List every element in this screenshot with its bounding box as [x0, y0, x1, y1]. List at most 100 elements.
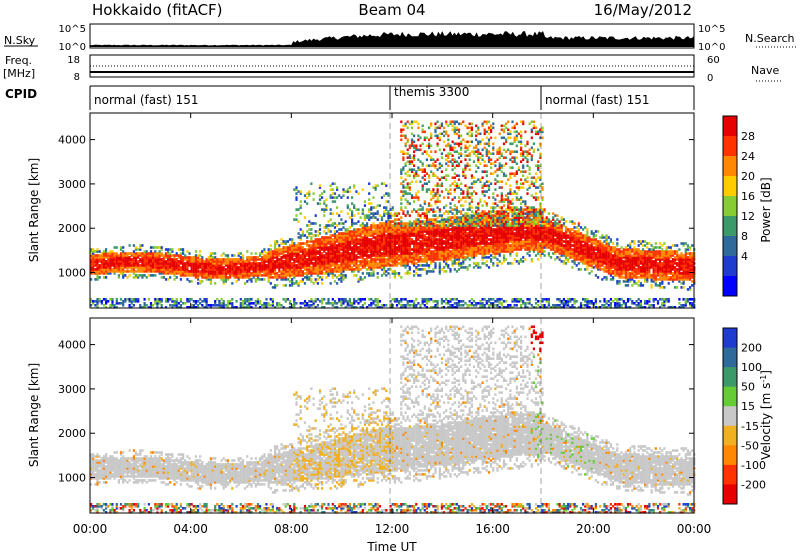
- power-cell: [499, 298, 501, 301]
- power-cell: [501, 137, 503, 140]
- power-cell: [439, 214, 441, 217]
- power-cell: [488, 184, 490, 187]
- nsky-strip: N.Sky 10^5 10^0 10^5 10^0 N.Search: [4, 24, 796, 53]
- power-cell: [503, 210, 505, 213]
- power-cell: [467, 304, 469, 307]
- power-cell: [447, 143, 449, 146]
- power-cell: [413, 145, 415, 148]
- power-cell: [368, 260, 370, 263]
- power-cell: [437, 206, 439, 209]
- power-cell: [355, 222, 357, 225]
- power-cell: [471, 206, 473, 209]
- power-cell: [494, 228, 496, 231]
- power-cell: [330, 212, 332, 215]
- power-cell: [206, 258, 208, 261]
- power-cell: [306, 224, 308, 227]
- power-cell: [293, 242, 295, 245]
- power-cell: [141, 244, 143, 247]
- power-cell: [270, 298, 272, 301]
- power-cell: [133, 276, 135, 279]
- station-title: Hokkaido (fitACF): [92, 1, 223, 19]
- power-cell: [439, 149, 441, 152]
- power-cell: [171, 298, 173, 301]
- power-cell: [477, 149, 479, 152]
- power-cell: [126, 298, 128, 301]
- power-cell: [383, 206, 385, 209]
- power-cell: [437, 121, 439, 124]
- power-cell: [452, 304, 454, 307]
- power-cell: [293, 298, 295, 301]
- power-cell: [484, 121, 486, 124]
- power-cell: [494, 160, 496, 163]
- power-cell: [375, 184, 377, 187]
- power-cell: [505, 127, 507, 130]
- power-cell: [432, 214, 434, 217]
- power-cell: [422, 168, 424, 171]
- power-cell: [437, 135, 439, 138]
- power-cell: [375, 206, 377, 209]
- power-cell: [103, 276, 105, 279]
- power-cell: [144, 250, 146, 253]
- power-cell: [199, 250, 201, 253]
- power-cell: [447, 160, 449, 163]
- power-cell: [126, 252, 128, 255]
- power-cell: [368, 208, 370, 211]
- power-cell: [505, 123, 507, 126]
- nsky-left-bottom: 10^0: [59, 42, 86, 53]
- power-cell: [471, 238, 473, 241]
- power-cell: [482, 184, 484, 187]
- power-cell: [385, 304, 387, 307]
- power-cell: [330, 194, 332, 197]
- power-cell: [462, 214, 464, 217]
- power-cell: [362, 236, 364, 239]
- power-cell: [432, 268, 434, 271]
- power-cell: [505, 150, 507, 153]
- power-cell: [304, 194, 306, 197]
- power-cell: [212, 252, 214, 255]
- power-cell: [460, 192, 462, 195]
- power-cell: [439, 194, 441, 197]
- power-cell: [295, 264, 297, 267]
- power-cell: [342, 274, 344, 277]
- power-cell: [94, 254, 96, 257]
- power-cell: [462, 139, 464, 142]
- power-cell: [150, 250, 152, 253]
- power-cell: [94, 268, 96, 271]
- power-cell: [437, 220, 439, 223]
- power-cell: [426, 172, 428, 175]
- power-cell: [482, 302, 484, 305]
- power-cell: [325, 302, 327, 305]
- power-cell: [323, 190, 325, 193]
- power-cell: [375, 298, 377, 301]
- power-cell: [496, 210, 498, 213]
- power-cell: [383, 304, 385, 307]
- power-cell: [360, 216, 362, 219]
- power-cell: [385, 192, 387, 195]
- power-cell: [319, 276, 321, 279]
- power-cell: [150, 246, 152, 249]
- power-cell: [383, 182, 385, 185]
- power-cell: [272, 276, 274, 279]
- power-cell: [443, 127, 445, 130]
- power-cell: [439, 125, 441, 128]
- power-cell: [449, 304, 451, 307]
- power-cell: [131, 298, 133, 301]
- power-cell: [351, 202, 353, 205]
- power-cell: [437, 216, 439, 219]
- power-cell: [479, 212, 481, 215]
- power-cell: [394, 212, 396, 215]
- power-cell: [475, 150, 477, 153]
- power-cell: [488, 298, 490, 301]
- power-cell: [257, 256, 259, 259]
- power-cell: [370, 238, 372, 241]
- power-cell: [501, 298, 503, 301]
- power-cell: [411, 194, 413, 197]
- power-cell: [405, 178, 407, 181]
- power-cell: [428, 270, 430, 273]
- power-cell: [475, 262, 477, 265]
- power-cell: [360, 224, 362, 227]
- power-cell: [133, 244, 135, 247]
- power-cell: [507, 121, 509, 124]
- power-cell: [364, 298, 366, 301]
- power-cell: [419, 304, 421, 307]
